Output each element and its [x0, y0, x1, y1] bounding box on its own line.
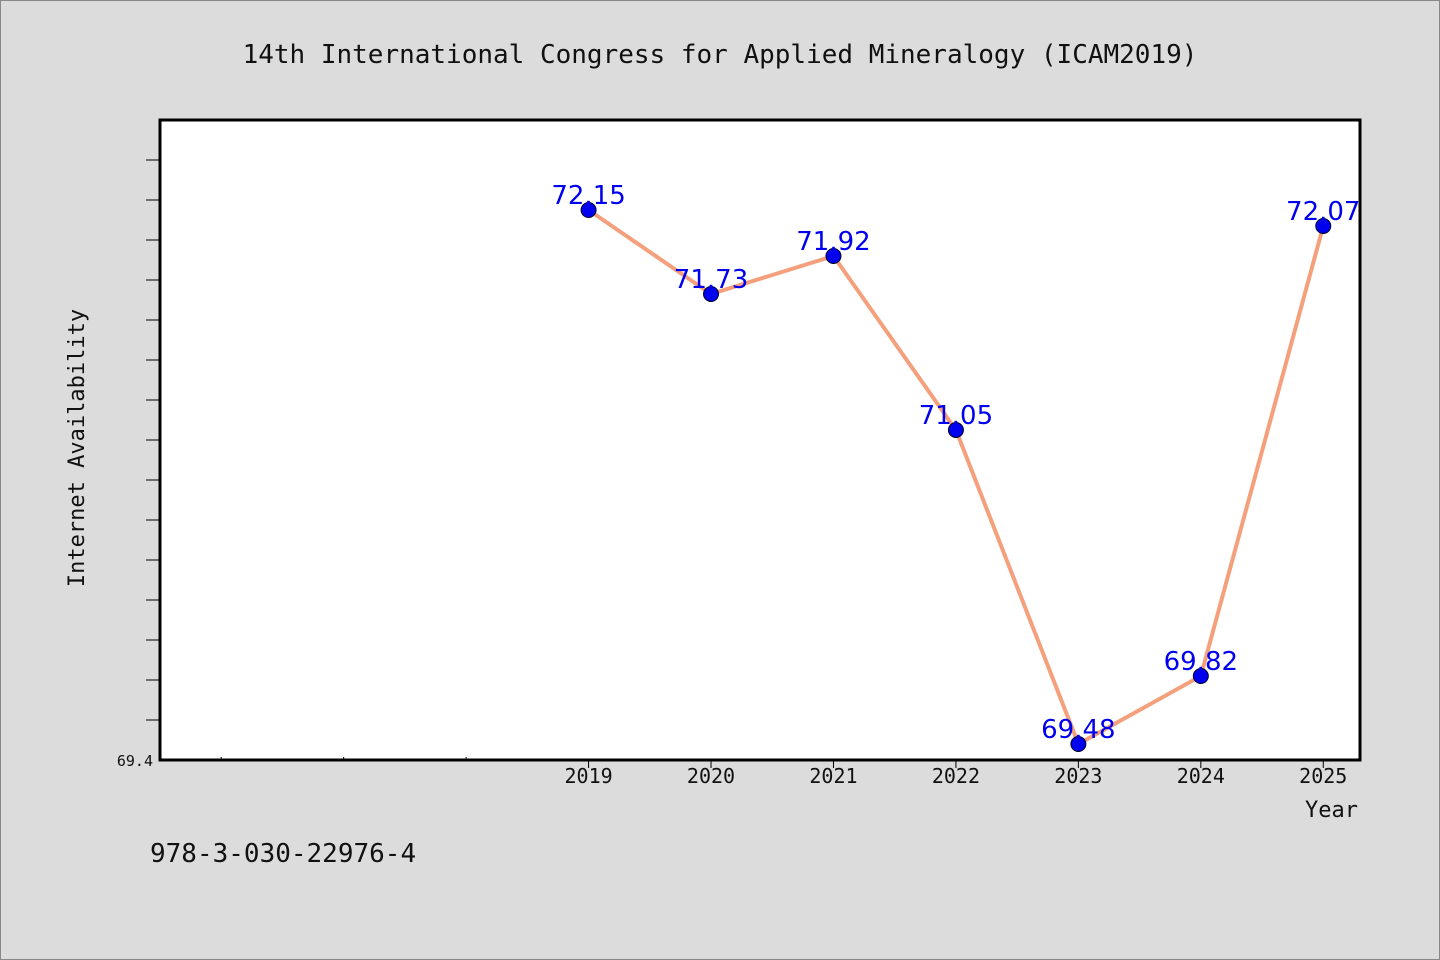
plot-area	[158, 118, 1362, 762]
x-tick-label: 2025	[1299, 764, 1347, 788]
data-label: 72.07	[1286, 197, 1360, 227]
x-tick-label: 2019	[564, 764, 612, 788]
x-axis-ticks: 2019 2020 2021 2022 2023 2024 2025	[220, 757, 1347, 788]
data-label: 71.92	[796, 227, 870, 257]
data-point	[580, 202, 597, 218]
chart-title: 14th International Congress for Applied …	[243, 40, 1198, 70]
data-label: 71.05	[919, 401, 993, 431]
x-tick-label: 2022	[932, 764, 980, 788]
data-point	[703, 286, 720, 302]
footnote-isbn: 978-3-030-22976-4	[150, 839, 416, 869]
x-tick-label: 2023	[1054, 764, 1102, 788]
data-label: 72.15	[551, 181, 625, 211]
data-point	[825, 248, 842, 264]
x-axis-label: Year	[1305, 798, 1358, 823]
data-point	[947, 422, 964, 438]
data-label: 71.73	[674, 265, 748, 295]
x-tick-label: 2024	[1177, 764, 1225, 788]
y-tick-label: 69.4	[117, 752, 153, 770]
y-axis-label: Internet Availability	[65, 309, 90, 587]
data-point	[1315, 218, 1332, 234]
series-layer: 72.15 71.73 71.92 71.05 69.48 69.82 72.07	[551, 181, 1360, 752]
data-point	[1192, 668, 1209, 684]
x-tick-label: 2021	[809, 764, 857, 788]
y-axis-ticks	[146, 159, 160, 721]
data-label: 69.48	[1041, 715, 1115, 745]
data-point	[1070, 736, 1087, 752]
data-label: 69.82	[1164, 647, 1238, 677]
x-tick-label: 2020	[687, 764, 735, 788]
